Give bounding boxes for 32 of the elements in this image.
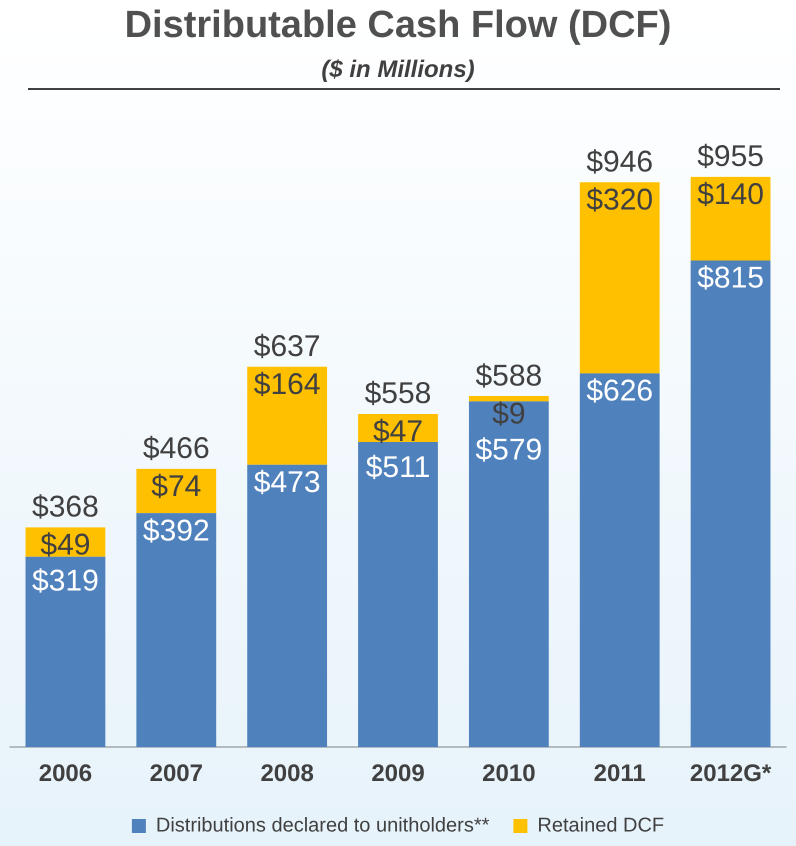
x-tick-label: 2012G* [690,760,772,788]
data-label: $392 [142,514,210,548]
total-label: $637 [254,330,321,364]
data-label: $140 [697,178,764,212]
data-label: $47 [372,415,424,448]
legend-label: Distributions declared to unitholders** [156,814,490,837]
data-label: $473 [254,466,321,499]
x-tick-label: 2010 [482,760,536,788]
data-label: $49 [40,528,90,562]
total-label: $588 [475,359,542,392]
total-label: $466 [142,432,210,466]
data-label: $164 [254,368,321,402]
legend-label: Retained DCF [537,814,664,837]
data-label: $815 [697,262,764,295]
x-tick-label: 2008 [260,760,314,788]
total-label: $955 [697,140,764,174]
total-label: $946 [586,146,654,179]
chart-subtitle: ($ in Millions) [320,56,476,84]
data-label: $579 [475,433,542,466]
x-tick-label: 2011 [594,760,646,788]
data-label: $511 [366,451,430,484]
data-label: $626 [586,374,654,408]
chart-title: Distributable Cash Flow (DCF) [124,4,672,47]
x-tick-label: 2006 [38,760,92,788]
x-tick-label: 2009 [371,760,425,788]
data-label: $320 [586,184,654,217]
x-tick-label: 2007 [150,760,203,788]
data-label: $319 [32,564,99,598]
data-label: $9 [492,397,526,430]
data-label: $74 [151,470,202,504]
total-label: $368 [32,490,99,524]
total-label: $558 [364,377,432,410]
